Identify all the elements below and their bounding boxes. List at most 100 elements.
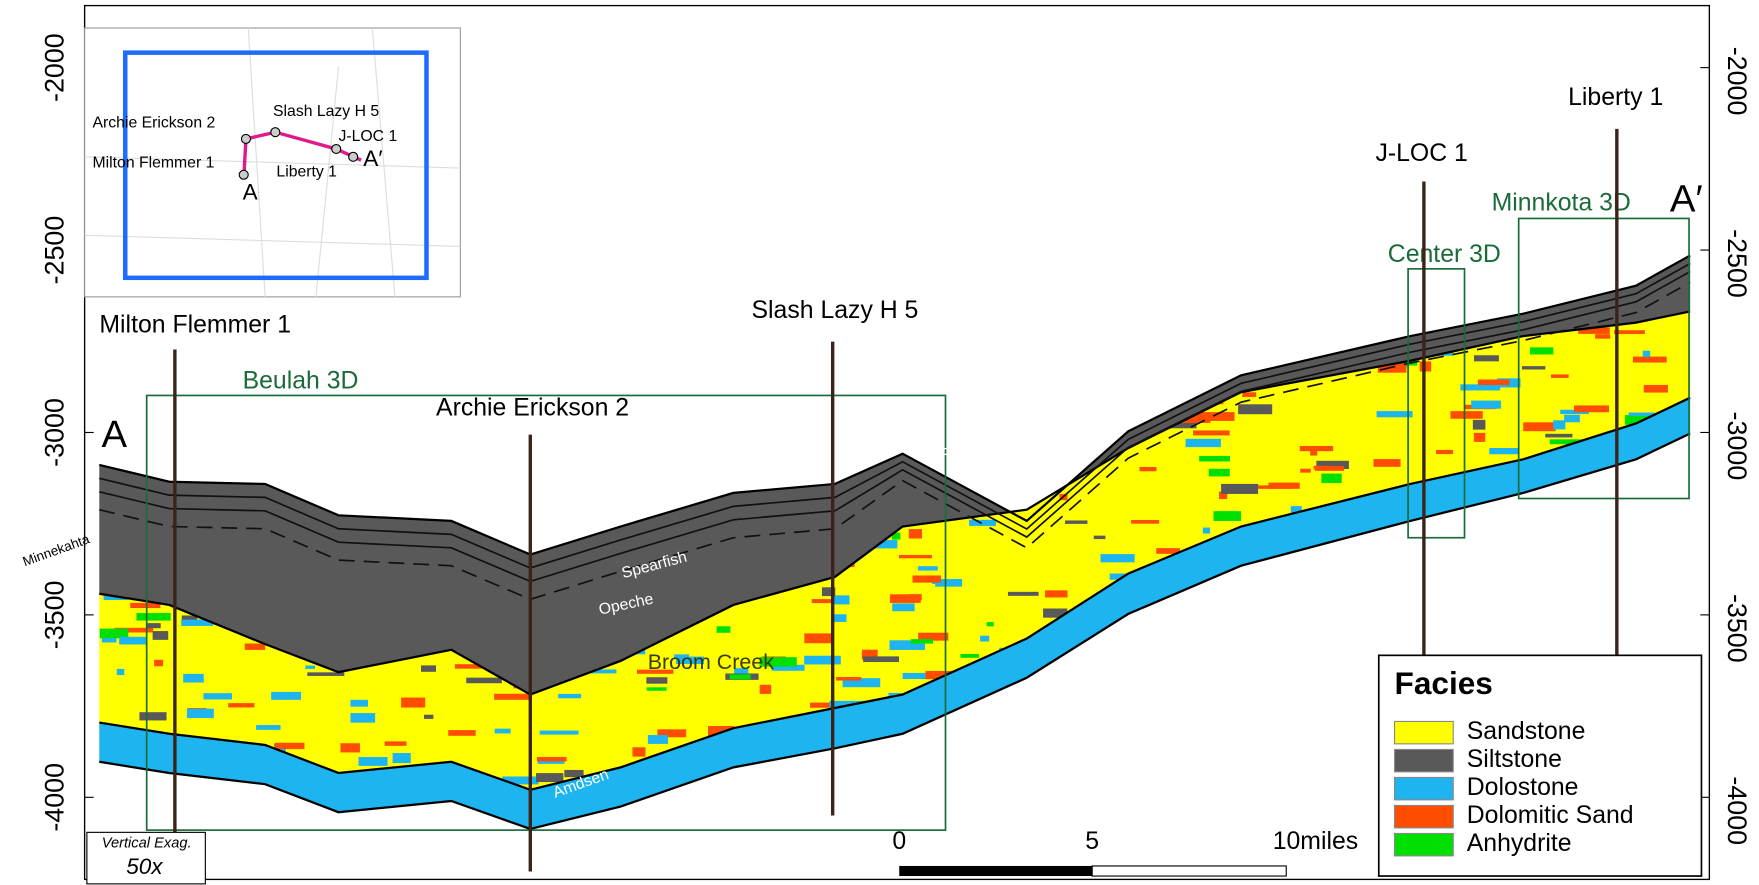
facies-patch — [1474, 433, 1485, 442]
facies-patch — [146, 623, 161, 628]
facies-patch — [424, 715, 433, 719]
facies-patch — [275, 743, 305, 749]
facies-patch — [117, 669, 124, 675]
facies-patch — [421, 665, 436, 671]
well-label: Milton Flemmer 1 — [99, 312, 291, 339]
facies-patch — [1065, 520, 1087, 523]
facies-patch — [1553, 420, 1565, 429]
facies-patch — [1101, 554, 1135, 562]
facies-patch — [558, 694, 581, 698]
facies-patch — [1489, 448, 1519, 454]
inset-well — [349, 152, 358, 161]
facies-patch — [863, 656, 899, 662]
facies-patch — [203, 693, 232, 699]
facies-patch — [1478, 380, 1510, 386]
section-end: A′ — [1670, 178, 1703, 221]
facies-patch — [100, 629, 129, 639]
facies-patch — [909, 594, 922, 600]
facies-patch — [899, 555, 932, 558]
y-tick-label: -2500 — [39, 216, 69, 285]
inset-label: J-LOC 1 — [338, 128, 397, 145]
facies-patch — [1300, 469, 1311, 473]
legend-swatch — [1395, 721, 1454, 743]
facies-patch — [804, 633, 832, 643]
facies-patch — [1436, 450, 1453, 454]
facies-patch — [228, 703, 254, 707]
facies-patch — [153, 631, 169, 640]
facies-patch — [1321, 474, 1341, 483]
facies-patch — [1045, 590, 1067, 597]
facies-patch — [245, 644, 265, 650]
facies-patch — [466, 678, 502, 684]
facies-patch — [494, 694, 531, 700]
legend-swatch — [1395, 805, 1454, 827]
scale-label: 5 — [1085, 828, 1099, 855]
facies-patch — [448, 730, 475, 736]
facies-patch — [1131, 520, 1159, 524]
facies-patch — [1242, 392, 1256, 397]
facies-patch — [760, 685, 771, 694]
facies-patch — [1310, 451, 1317, 456]
legend-label: Sandstone — [1467, 718, 1586, 745]
facies-patch — [1530, 347, 1553, 354]
formation-label: Piper-Picard — [941, 444, 1034, 463]
scale-bar-white — [1092, 866, 1286, 876]
facies-patch — [1209, 469, 1230, 477]
inset-label: Slash Lazy H 5 — [273, 103, 379, 120]
inset-well — [239, 170, 248, 179]
facies-patch — [833, 595, 849, 604]
cross-section: -2000-2000-2500-2500-3000-3000-3500-3500… — [0, 0, 1759, 885]
facies-patch — [1221, 484, 1258, 494]
inset-label: A′ — [363, 146, 382, 171]
section-end: A — [102, 413, 128, 456]
facies-patch — [136, 613, 170, 621]
inset-label: Liberty 1 — [276, 164, 337, 181]
facies-patch — [646, 677, 667, 683]
facies-patch — [537, 757, 567, 761]
facies-patch — [393, 753, 411, 763]
y2-tick-label: -2000 — [1722, 47, 1752, 116]
facies-patch — [1523, 422, 1555, 431]
facies-patch — [401, 698, 425, 708]
facies-patch — [271, 692, 301, 700]
facies-patch — [1094, 536, 1106, 539]
facies-patch — [832, 614, 846, 622]
facies-patch — [1564, 415, 1580, 423]
facies-patch — [1199, 456, 1230, 462]
facies-patch — [1377, 411, 1413, 417]
facies-patch — [1214, 511, 1242, 521]
facies-patch — [1186, 439, 1221, 447]
facies-patch — [909, 529, 922, 538]
facies-patch — [918, 566, 938, 570]
y2-tick-label: -4000 — [1722, 776, 1752, 845]
exag-label: Vertical Exag. — [102, 835, 192, 851]
survey-label: Center 3D — [1388, 241, 1501, 268]
facies-patch — [1633, 357, 1667, 363]
facies-patch — [1551, 374, 1569, 377]
facies-patch — [980, 636, 989, 642]
facies-patch — [836, 677, 861, 681]
facies-patch — [1460, 384, 1500, 390]
survey-label: Minnkota 3D — [1492, 189, 1631, 216]
facies-patch — [730, 674, 751, 679]
legend-swatch — [1395, 833, 1454, 855]
facies-patch — [632, 747, 645, 756]
facies-patch — [340, 743, 360, 752]
facies-patch — [1474, 355, 1499, 361]
facies-patch — [892, 603, 914, 611]
facies-patch — [1255, 485, 1291, 488]
scale-label: 10miles — [1273, 828, 1358, 855]
scale-bar-black — [899, 866, 1092, 876]
y-tick-label: -3500 — [39, 581, 69, 650]
legend-label: Anhydrite — [1467, 830, 1572, 857]
facies-patch — [1595, 334, 1610, 338]
y2-tick-label: -3000 — [1722, 412, 1752, 481]
facies-patch — [960, 654, 979, 658]
legend-swatch — [1395, 777, 1454, 799]
facies-patch — [1139, 467, 1156, 471]
inset-label: A — [243, 180, 258, 205]
facies-patch — [139, 712, 166, 720]
well-label: Liberty 1 — [1568, 84, 1663, 111]
y2-tick-label: -3500 — [1722, 594, 1752, 663]
facies-patch — [913, 575, 941, 582]
